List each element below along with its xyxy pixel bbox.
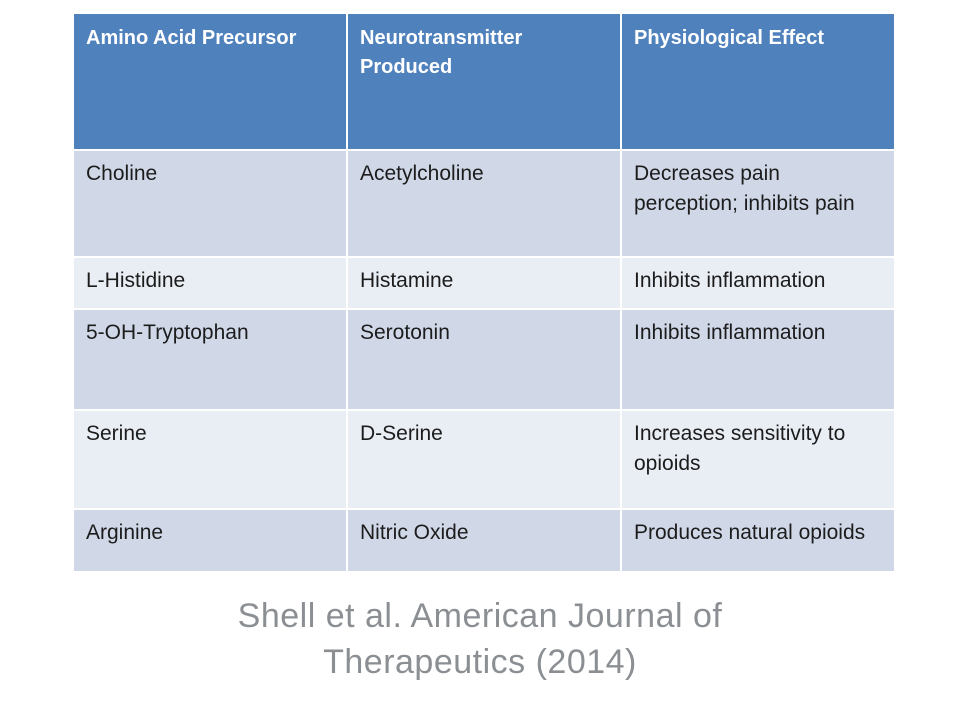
- cell-effect: Increases sensitivity to opioids: [620, 409, 896, 510]
- table-row: Choline Acetylcholine Decreases pain per…: [72, 149, 896, 258]
- citation: Shell et al. American Journal of Therape…: [0, 594, 960, 686]
- cell-effect: Decreases pain perception; inhibits pain: [620, 149, 896, 258]
- cell-precursor: 5-OH-Tryptophan: [72, 308, 348, 411]
- table-row: 5-OH-Tryptophan Serotonin Inhibits infla…: [72, 308, 896, 411]
- header-cell-neurotransmitter: Neurotransmitter Produced: [346, 12, 622, 151]
- cell-neurotransmitter: Nitric Oxide: [346, 508, 622, 573]
- cell-neurotransmitter: Histamine: [346, 256, 622, 310]
- header-cell-effect: Physiological Effect: [620, 12, 896, 151]
- cell-neurotransmitter: Serotonin: [346, 308, 622, 411]
- cell-precursor: Arginine: [72, 508, 348, 573]
- table-row: Serine D-Serine Increases sensitivity to…: [72, 409, 896, 510]
- citation-text: Shell et al. American Journal of Therape…: [237, 597, 723, 681]
- table-row: Arginine Nitric Oxide Produces natural o…: [72, 508, 896, 573]
- cell-neurotransmitter: Acetylcholine: [346, 149, 622, 258]
- cell-precursor: Choline: [72, 149, 348, 258]
- table-row: L-Histidine Histamine Inhibits inflammat…: [72, 256, 896, 310]
- cell-neurotransmitter: D-Serine: [346, 409, 622, 510]
- precursor-table: Amino Acid Precursor Neurotransmitter Pr…: [72, 12, 896, 573]
- cell-effect: Inhibits inflammation: [620, 256, 896, 310]
- header-cell-precursor: Amino Acid Precursor: [72, 12, 348, 151]
- cell-precursor: Serine: [72, 409, 348, 510]
- cell-effect: Inhibits inflammation: [620, 308, 896, 411]
- cell-precursor: L-Histidine: [72, 256, 348, 310]
- table-header-row: Amino Acid Precursor Neurotransmitter Pr…: [72, 12, 896, 151]
- cell-effect: Produces natural opioids: [620, 508, 896, 573]
